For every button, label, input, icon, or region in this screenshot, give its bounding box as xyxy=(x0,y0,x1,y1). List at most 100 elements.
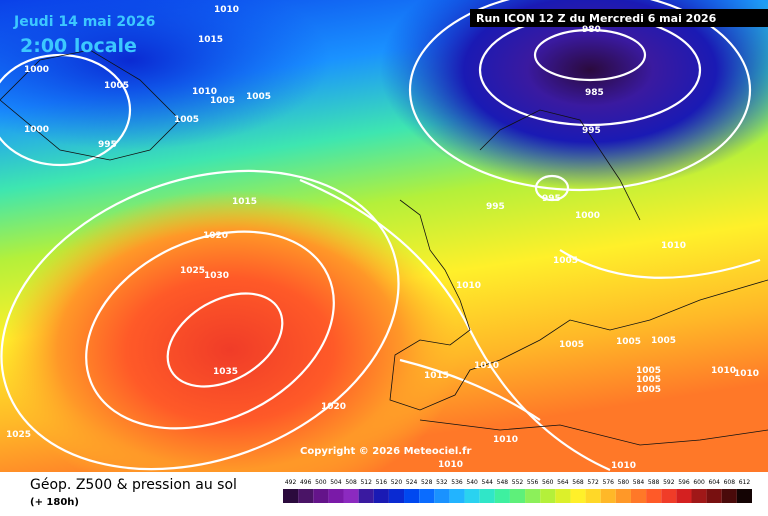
legend-label: 508 xyxy=(345,479,357,486)
legend-swatch xyxy=(630,489,647,503)
legend-label: 528 xyxy=(421,479,433,486)
legend-label: 604 xyxy=(708,479,720,486)
legend-swatch xyxy=(404,489,420,503)
isobar-label: 1010 xyxy=(456,281,481,291)
legend-swatch xyxy=(691,489,707,503)
legend-label: 532 xyxy=(436,479,448,486)
low-pressure-field xyxy=(380,0,768,190)
legend-swatch xyxy=(464,489,480,503)
isobar-label: 995 xyxy=(98,140,117,150)
isobar-label: 1005 xyxy=(636,366,661,376)
legend-swatch xyxy=(646,489,662,503)
legend-label: 608 xyxy=(724,479,736,486)
isobar-label: 1010 xyxy=(661,241,686,251)
legend-swatch xyxy=(676,489,692,503)
isobar-label: 985 xyxy=(585,88,604,98)
legend-swatch xyxy=(585,489,601,503)
isobar-label: 1005 xyxy=(636,375,661,385)
legend-swatch xyxy=(661,489,677,503)
legend-label: 544 xyxy=(482,479,494,486)
legend-swatch xyxy=(494,489,510,503)
legend-label: 548 xyxy=(497,479,509,486)
isobar-label: 995 xyxy=(542,194,561,204)
legend-label: 552 xyxy=(512,479,524,486)
legend-label: 592 xyxy=(663,479,675,486)
legend-label: 612 xyxy=(739,479,751,486)
legend-label: 580 xyxy=(618,479,630,486)
isobar-label: 995 xyxy=(582,126,601,136)
legend-swatch xyxy=(343,489,359,503)
footer-lead: (+ 180h) xyxy=(30,497,79,508)
legend-label: 572 xyxy=(587,479,599,486)
isobar-label: 1010 xyxy=(214,5,239,15)
isobar-label: 1035 xyxy=(213,367,238,377)
isobar-label: 1005 xyxy=(104,81,129,91)
valid-date: Jeudi 14 mai 2026 xyxy=(13,14,155,30)
isobar-label: 1020 xyxy=(321,402,346,412)
legend-swatch xyxy=(479,489,495,503)
isobar-label: 995 xyxy=(486,202,505,212)
isobar-label: 1010 xyxy=(474,361,499,371)
isobar-label: 1010 xyxy=(438,460,463,470)
legend-swatch xyxy=(525,489,541,503)
isobar-label: 1000 xyxy=(24,65,49,75)
legend-label: 500 xyxy=(315,479,327,486)
west-trough xyxy=(0,0,330,150)
legend-swatch xyxy=(434,489,450,503)
legend-swatch xyxy=(555,489,571,503)
isobar-label: 1005 xyxy=(553,256,578,266)
run-banner xyxy=(470,9,768,27)
legend-swatch xyxy=(298,489,314,503)
legend-swatch xyxy=(449,489,465,503)
isobar-label: 1000 xyxy=(575,211,600,221)
legend-label: 536 xyxy=(451,479,463,486)
legend-label: 600 xyxy=(693,479,705,486)
legend-label: 524 xyxy=(406,479,418,486)
isobar-label: 1020 xyxy=(203,231,228,241)
legend-label: 596 xyxy=(678,479,690,486)
legend-swatch xyxy=(388,489,405,503)
isobar-label: 980 xyxy=(582,25,601,35)
legend-swatch xyxy=(615,489,631,503)
legend-swatch xyxy=(600,489,616,503)
legend-label: 576 xyxy=(603,479,615,486)
valid-time: 2:00 locale xyxy=(20,35,137,57)
high-pressure-field xyxy=(0,190,460,510)
legend-label: 564 xyxy=(557,479,569,486)
legend-swatch xyxy=(283,489,299,503)
legend-label: 492 xyxy=(285,479,297,486)
isobar-label: 1010 xyxy=(493,435,518,445)
footer-title: Géop. Z500 & pression au sol xyxy=(30,477,237,493)
copyright: Copyright © 2026 Meteociel.fr xyxy=(300,446,471,457)
legend-label: 560 xyxy=(542,479,554,486)
legend: 492 496 500 504 508 512 516 520 524 528 532 536 540 5… xyxy=(283,479,752,503)
legend-swatch xyxy=(313,489,329,503)
legend-swatch xyxy=(570,489,586,503)
isobar-label: 1005 xyxy=(174,115,199,125)
legend-label: 504 xyxy=(330,479,342,486)
isobar-label: 1005 xyxy=(210,96,235,106)
legend-swatch xyxy=(706,489,722,503)
isobar-label: 1015 xyxy=(232,197,257,207)
legend-label: 568 xyxy=(572,479,584,486)
isobar-label: 1010 xyxy=(611,461,636,471)
coastlines xyxy=(0,49,768,446)
legend-swatch xyxy=(736,489,752,503)
legend-swatch xyxy=(328,489,344,503)
legend-swatch xyxy=(509,489,526,503)
isobar-label: 1030 xyxy=(204,271,229,281)
legend-label: 556 xyxy=(527,479,539,486)
legend-swatch xyxy=(721,489,737,503)
isobar-label: 1015 xyxy=(424,371,449,381)
legend-label: 516 xyxy=(376,479,388,486)
legend-swatch xyxy=(540,489,556,503)
legend-label: 512 xyxy=(360,479,372,486)
legend-label: 520 xyxy=(391,479,403,486)
isobar-label: 1025 xyxy=(180,266,205,276)
isobar-label: 1005 xyxy=(636,385,661,395)
legend-swatch xyxy=(358,489,374,503)
legend-label: 588 xyxy=(648,479,660,486)
isobar-label: 1005 xyxy=(651,336,676,346)
